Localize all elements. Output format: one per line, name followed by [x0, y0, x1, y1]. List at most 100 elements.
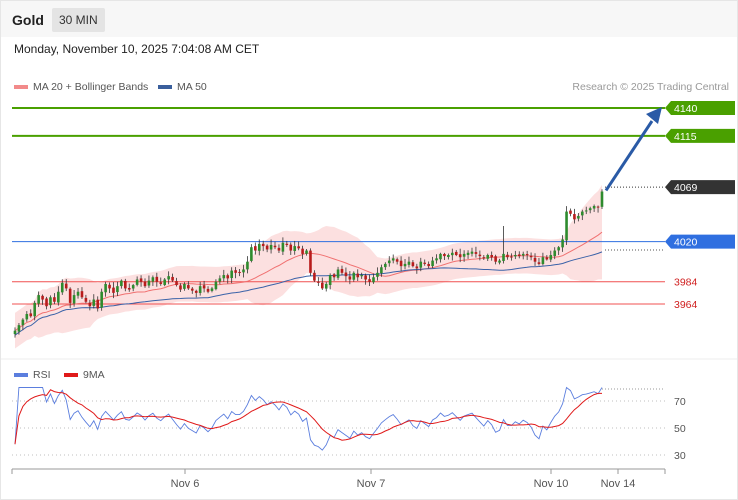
candle-body-12 [60, 282, 64, 293]
level-label-4069: 4069 [674, 182, 698, 194]
candle-body-92 [376, 272, 379, 277]
candle-71 [293, 240, 297, 255]
candle-body-131 [529, 255, 533, 258]
candle-body-68 [281, 242, 285, 252]
candle-body-49 [206, 288, 210, 292]
candle-body-141 [569, 210, 572, 214]
candle-body-3 [25, 314, 29, 320]
candle-body-139 [561, 239, 564, 248]
ma9-legend-label: 9MA [83, 369, 105, 381]
candle-137 [553, 247, 557, 260]
candle-24 [108, 282, 111, 293]
candle-95 [387, 256, 391, 267]
x-axis-label-1: Nov 7 [357, 478, 386, 490]
candle-86 [352, 271, 356, 282]
candle-body-71 [293, 246, 297, 251]
candle-19 [88, 299, 92, 311]
candle-body-112 [454, 251, 458, 255]
candle-12 [60, 279, 64, 295]
candle-body-21 [96, 299, 100, 309]
candle-body-125 [506, 254, 509, 258]
candle-body-133 [537, 262, 541, 264]
legend-rsi: RSI [14, 369, 51, 381]
ma50-line [14, 251, 603, 336]
candle-body-40 [171, 276, 174, 281]
candle-84 [344, 267, 348, 282]
candle-body-95 [387, 260, 391, 264]
candle-148 [596, 205, 600, 213]
candle-22 [100, 288, 103, 311]
rsi-swatch [14, 373, 28, 378]
candle-45 [190, 287, 194, 294]
candle-body-123 [498, 260, 501, 263]
candle-body-2 [21, 319, 25, 326]
level-tag-4140 [665, 101, 735, 115]
candle-body-107 [435, 258, 438, 261]
candle-83 [340, 265, 344, 275]
candle-89 [364, 273, 367, 285]
candle-body-115 [466, 252, 470, 255]
candle-125 [506, 251, 509, 260]
ma50-swatch [158, 85, 172, 90]
candle-120 [486, 253, 490, 261]
candle-body-1 [17, 325, 21, 332]
candle-body-79 [324, 283, 328, 289]
candle-body-4 [29, 313, 33, 317]
candle-57 [238, 268, 241, 277]
candle-15 [72, 290, 76, 307]
candle-41 [175, 277, 178, 287]
rsi-tick-label-70: 70 [674, 396, 686, 408]
candle-body-28 [124, 280, 127, 289]
candle-121 [490, 251, 493, 261]
candle-56 [234, 267, 237, 279]
candle-body-135 [545, 257, 549, 260]
candle-130 [525, 250, 529, 260]
candle-body-129 [521, 253, 525, 256]
candle-105 [427, 261, 430, 269]
candle-5 [33, 300, 36, 321]
ma9-swatch [64, 373, 78, 378]
candle-body-145 [584, 210, 588, 212]
candle-body-103 [419, 261, 423, 268]
level-tag-4069 [665, 180, 735, 195]
candle-46 [194, 289, 198, 298]
candle-92 [376, 267, 379, 281]
candle-body-87 [356, 273, 360, 278]
candle-body-54 [226, 275, 230, 279]
timeframe-button[interactable]: 30 MIN [52, 8, 105, 32]
candle-body-82 [336, 269, 340, 278]
candle-69 [285, 240, 289, 247]
candle-body-41 [175, 281, 178, 286]
candle-body-56 [234, 270, 237, 273]
candle-body-47 [198, 286, 202, 293]
candle-141 [569, 208, 572, 217]
candle-body-146 [588, 208, 592, 211]
candle-body-24 [108, 284, 111, 289]
candle-117 [474, 246, 478, 258]
candle-body-140 [565, 211, 568, 241]
candle-127 [514, 250, 517, 260]
candle-133 [537, 257, 541, 266]
candle-52 [218, 275, 222, 285]
candle-70 [289, 242, 293, 255]
header-bar: Gold 30 MIN [1, 1, 737, 37]
candle-body-144 [581, 211, 584, 216]
candle-111 [450, 248, 454, 261]
candle-body-113 [458, 254, 462, 258]
candle-body-108 [439, 253, 442, 260]
candle-7 [41, 294, 44, 305]
candle-body-51 [214, 281, 218, 290]
candle-body-109 [443, 253, 446, 257]
candle-body-97 [395, 259, 399, 262]
candle-29 [127, 283, 131, 292]
x-axis-label-0: Nov 6 [171, 478, 200, 490]
candle-20 [92, 294, 96, 309]
candle-122 [494, 254, 497, 265]
candle-118 [478, 250, 482, 261]
candle-body-119 [482, 257, 486, 259]
candle-body-16 [76, 291, 80, 296]
candle-body-64 [265, 245, 269, 250]
candle-33 [143, 278, 147, 288]
candle-131 [529, 252, 533, 261]
candle-body-62 [257, 243, 261, 251]
